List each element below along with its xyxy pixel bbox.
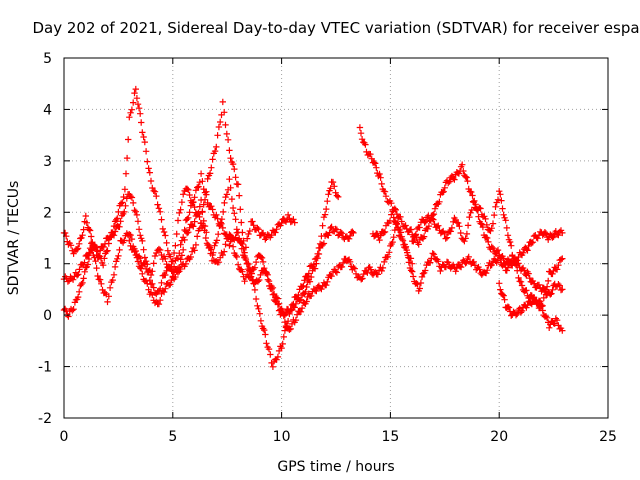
x-tick-label: 25 xyxy=(599,429,617,445)
x-tick-label: 5 xyxy=(168,429,177,445)
x-axis-label: GPS time / hours xyxy=(277,459,394,475)
x-tick-label: 0 xyxy=(60,429,69,445)
x-tick-label: 10 xyxy=(273,429,291,445)
y-tick-label: 0 xyxy=(43,308,52,324)
y-tick-label: 3 xyxy=(43,154,52,170)
y-axis-label: SDTVAR / TECUs xyxy=(6,181,22,296)
plot-area xyxy=(60,85,566,370)
series-trace-8 xyxy=(496,255,566,319)
y-tick-label: 1 xyxy=(43,257,52,273)
y-tick-label: 2 xyxy=(43,205,52,221)
y-tick-label: -2 xyxy=(38,411,52,427)
y-tick-label: 5 xyxy=(43,51,52,67)
y-tick-label: -1 xyxy=(38,360,52,376)
x-tick-label: 15 xyxy=(381,429,399,445)
x-tick-label: 20 xyxy=(490,429,508,445)
series-markers xyxy=(60,98,357,370)
axes: 0 5 10 15 20 25 -2 -1 0 1 2 3 4 5 xyxy=(38,51,617,445)
series-trace-6 xyxy=(369,208,566,295)
series-trace-7 xyxy=(409,188,566,334)
y-tick-label: 4 xyxy=(43,102,52,118)
series-markers xyxy=(409,188,566,334)
series-markers xyxy=(496,255,566,319)
plot-frame xyxy=(63,57,609,419)
series-trace-4 xyxy=(126,196,416,333)
series-markers xyxy=(369,208,566,295)
series-trace-5 xyxy=(356,124,566,298)
series-markers xyxy=(356,124,566,298)
series-markers xyxy=(126,196,416,333)
chart-title: Day 202 of 2021, Sidereal Day-to-day VTE… xyxy=(32,19,639,37)
series-trace-3 xyxy=(60,98,357,370)
grid xyxy=(64,58,608,418)
